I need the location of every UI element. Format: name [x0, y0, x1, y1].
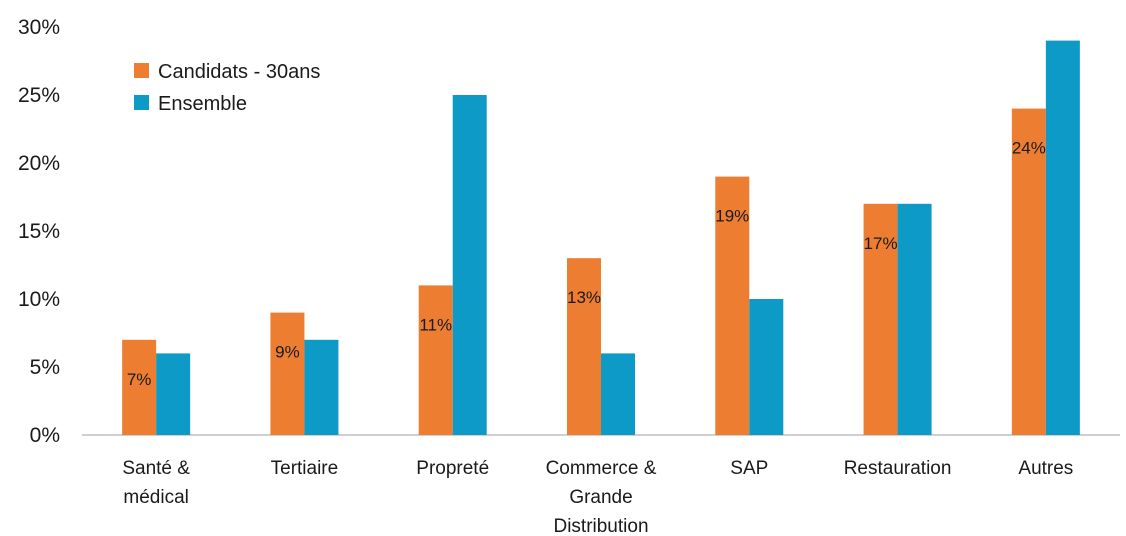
y-tick-label: 30% — [18, 16, 60, 39]
category-label: médical — [123, 487, 188, 508]
y-tick-label: 15% — [18, 220, 60, 243]
bar-candidats — [863, 203, 898, 435]
legend: Candidats - 30ans Ensemble — [134, 61, 320, 115]
category-label: Propreté — [416, 458, 489, 479]
bar-candidats — [715, 176, 750, 435]
bar-ensemble — [897, 203, 932, 435]
data-label: 7% — [127, 370, 152, 389]
data-label: 9% — [275, 343, 300, 362]
y-tick-label: 10% — [18, 288, 60, 311]
category-label: Autres — [1018, 458, 1073, 479]
category-label: Grande — [569, 487, 632, 508]
y-tick-label: 20% — [18, 152, 60, 175]
category-label: Restauration — [844, 458, 952, 479]
legend-label: Ensemble — [158, 93, 247, 115]
bar-candidats — [1011, 108, 1046, 435]
legend-swatch-ensemble — [134, 95, 149, 110]
category-label: Distribution — [553, 516, 648, 536]
data-label: 13% — [567, 288, 601, 307]
category-labels: Santé & médical Tertiaire Propreté Commerce … — [122, 458, 1073, 536]
category-label: Commerce & — [546, 458, 657, 479]
legend-label: Candidats - 30ans — [158, 61, 320, 83]
bar-ensemble — [601, 353, 635, 435]
category-label: Tertiaire — [271, 458, 339, 479]
data-label: 11% — [419, 315, 452, 334]
bar-ensemble — [156, 353, 191, 435]
data-label: 17% — [864, 234, 898, 253]
data-label: 19% — [715, 207, 749, 226]
bar-ensemble — [749, 299, 784, 435]
bar-ensemble — [452, 95, 487, 435]
y-tick-label: 0% — [30, 424, 60, 447]
bars — [122, 40, 1080, 435]
y-axis: 0% 5% 10% 15% 20% 25% 30% — [18, 16, 60, 447]
bar-candidats — [122, 339, 157, 435]
bar-candidats — [567, 258, 601, 435]
bar-candidats — [270, 312, 305, 435]
bar-ensemble — [1045, 40, 1080, 435]
bar-ensemble — [304, 339, 339, 435]
data-labels: 7% 9% 11% 13% 19% 17% 24% — [127, 139, 1046, 389]
legend-swatch-candidats — [134, 63, 149, 78]
bar-candidats — [418, 285, 453, 435]
y-tick-label: 25% — [18, 84, 60, 107]
y-tick-label: 5% — [30, 356, 60, 379]
category-label: SAP — [730, 458, 768, 479]
category-label: Santé & — [122, 458, 190, 479]
data-label: 24% — [1012, 139, 1046, 158]
